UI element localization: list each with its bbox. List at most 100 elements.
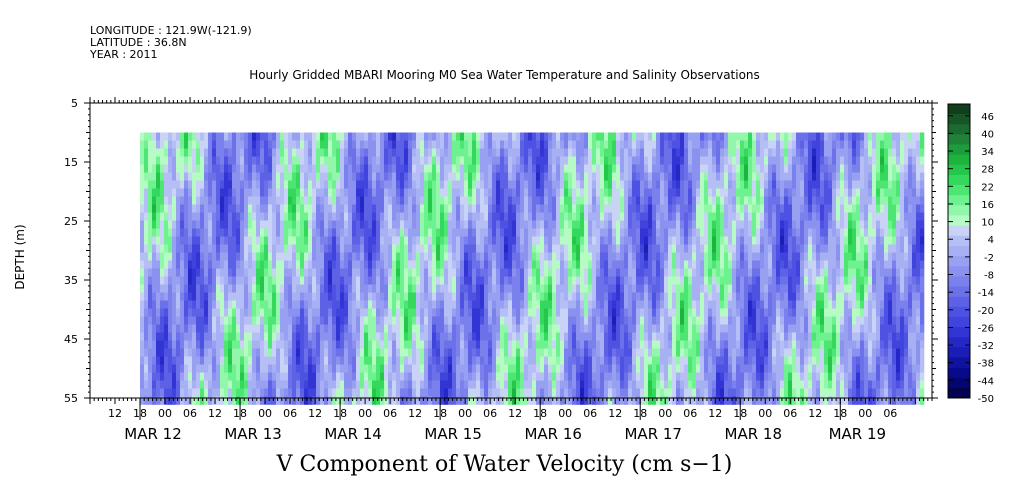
heatmap-cell (684, 300, 689, 309)
heatmap-cell (456, 308, 461, 317)
heatmap-cell (508, 396, 513, 405)
heatmap-cell (460, 140, 465, 149)
heatmap-cell (576, 324, 581, 333)
heatmap-cell (664, 132, 669, 141)
heatmap-cell (508, 380, 513, 389)
heatmap-cell (648, 140, 653, 149)
heatmap-cell (488, 324, 493, 333)
heatmap-cell (184, 220, 189, 229)
heatmap-cell (472, 364, 477, 373)
heatmap-cell (180, 204, 185, 213)
heatmap-cell (636, 380, 641, 389)
heatmap-cell (644, 316, 649, 325)
heatmap-cell (316, 132, 321, 141)
heatmap-cell (276, 220, 281, 229)
heatmap-cell (652, 236, 657, 245)
heatmap-cell (280, 364, 285, 373)
heatmap-cell (304, 380, 309, 389)
heatmap-cell (676, 156, 681, 165)
heatmap-cell (164, 348, 169, 357)
heatmap-cell (156, 140, 161, 149)
heatmap-cell (332, 348, 337, 357)
heatmap-cell (480, 156, 485, 165)
heatmap-cell (720, 156, 725, 165)
heatmap-cell (556, 348, 561, 357)
heatmap-cell (584, 324, 589, 333)
heatmap-cell (164, 188, 169, 197)
heatmap-cell (492, 276, 497, 285)
heatmap-cell (200, 164, 205, 173)
heatmap-cell (668, 316, 673, 325)
heatmap-cell (200, 276, 205, 285)
heatmap-cell (556, 156, 561, 165)
heatmap-cell (240, 292, 245, 301)
heatmap-cell (376, 148, 381, 157)
heatmap-cell (328, 172, 333, 181)
heatmap-cell (476, 212, 481, 221)
heatmap-cell (556, 356, 561, 365)
heatmap-cell (288, 276, 293, 285)
heatmap-cell (488, 340, 493, 349)
heatmap-cell (596, 228, 601, 237)
heatmap-cell (232, 276, 237, 285)
heatmap-cell (480, 188, 485, 197)
heatmap-cell (428, 332, 433, 341)
heatmap-cell (600, 388, 605, 397)
heatmap-cell (312, 316, 317, 325)
heatmap-cell (360, 212, 365, 221)
heatmap-cell (152, 300, 157, 309)
heatmap-cell (384, 260, 389, 269)
heatmap-cell (436, 180, 441, 189)
heatmap-cell (204, 140, 209, 149)
heatmap-cell (376, 132, 381, 141)
heatmap-cell (352, 372, 357, 381)
heatmap-cell (580, 300, 585, 309)
heatmap-cell (444, 380, 449, 389)
heatmap-cell (152, 140, 157, 149)
heatmap-cell (432, 348, 437, 357)
heatmap-cell (676, 300, 681, 309)
heatmap-cell (248, 212, 253, 221)
heatmap-cell (332, 132, 337, 141)
heatmap-cell (460, 220, 465, 229)
heatmap-cell (392, 180, 397, 189)
heatmap-cell (664, 284, 669, 293)
heatmap-cell (464, 388, 469, 397)
heatmap-cell (708, 236, 713, 245)
heatmap-cell (284, 356, 289, 365)
heatmap-cell (556, 204, 561, 213)
heatmap-cell (236, 284, 241, 293)
heatmap-cell (244, 156, 249, 165)
heatmap-cell (572, 260, 577, 269)
heatmap-cell (232, 220, 237, 229)
heatmap-cell (264, 396, 269, 405)
heatmap-cell (652, 276, 657, 285)
heatmap-cell (540, 380, 545, 389)
heatmap-cell (516, 212, 521, 221)
heatmap-cell (716, 172, 721, 181)
heatmap-cell (144, 308, 149, 317)
heatmap-cell (488, 196, 493, 205)
heatmap-cell (708, 188, 713, 197)
heatmap-cell (416, 364, 421, 373)
heatmap-cell (660, 212, 665, 221)
heatmap-cell (308, 180, 313, 189)
heatmap-cell (424, 260, 429, 269)
heatmap-cell (216, 148, 221, 157)
heatmap-cell (208, 164, 213, 173)
heatmap-cell (588, 196, 593, 205)
heatmap-cell (236, 364, 241, 373)
heatmap-cell (184, 188, 189, 197)
heatmap-cell (424, 228, 429, 237)
heatmap-cell (724, 180, 729, 189)
heatmap-cell (488, 164, 493, 173)
heatmap-cell (524, 156, 529, 165)
heatmap-cell (224, 188, 229, 197)
heatmap-cell (580, 292, 585, 301)
heatmap-cell (476, 196, 481, 205)
heatmap-cell (656, 364, 661, 373)
heatmap-cell (608, 236, 613, 245)
heatmap-cell (388, 292, 393, 301)
heatmap-cell (452, 132, 457, 141)
heatmap-cell (364, 228, 369, 237)
